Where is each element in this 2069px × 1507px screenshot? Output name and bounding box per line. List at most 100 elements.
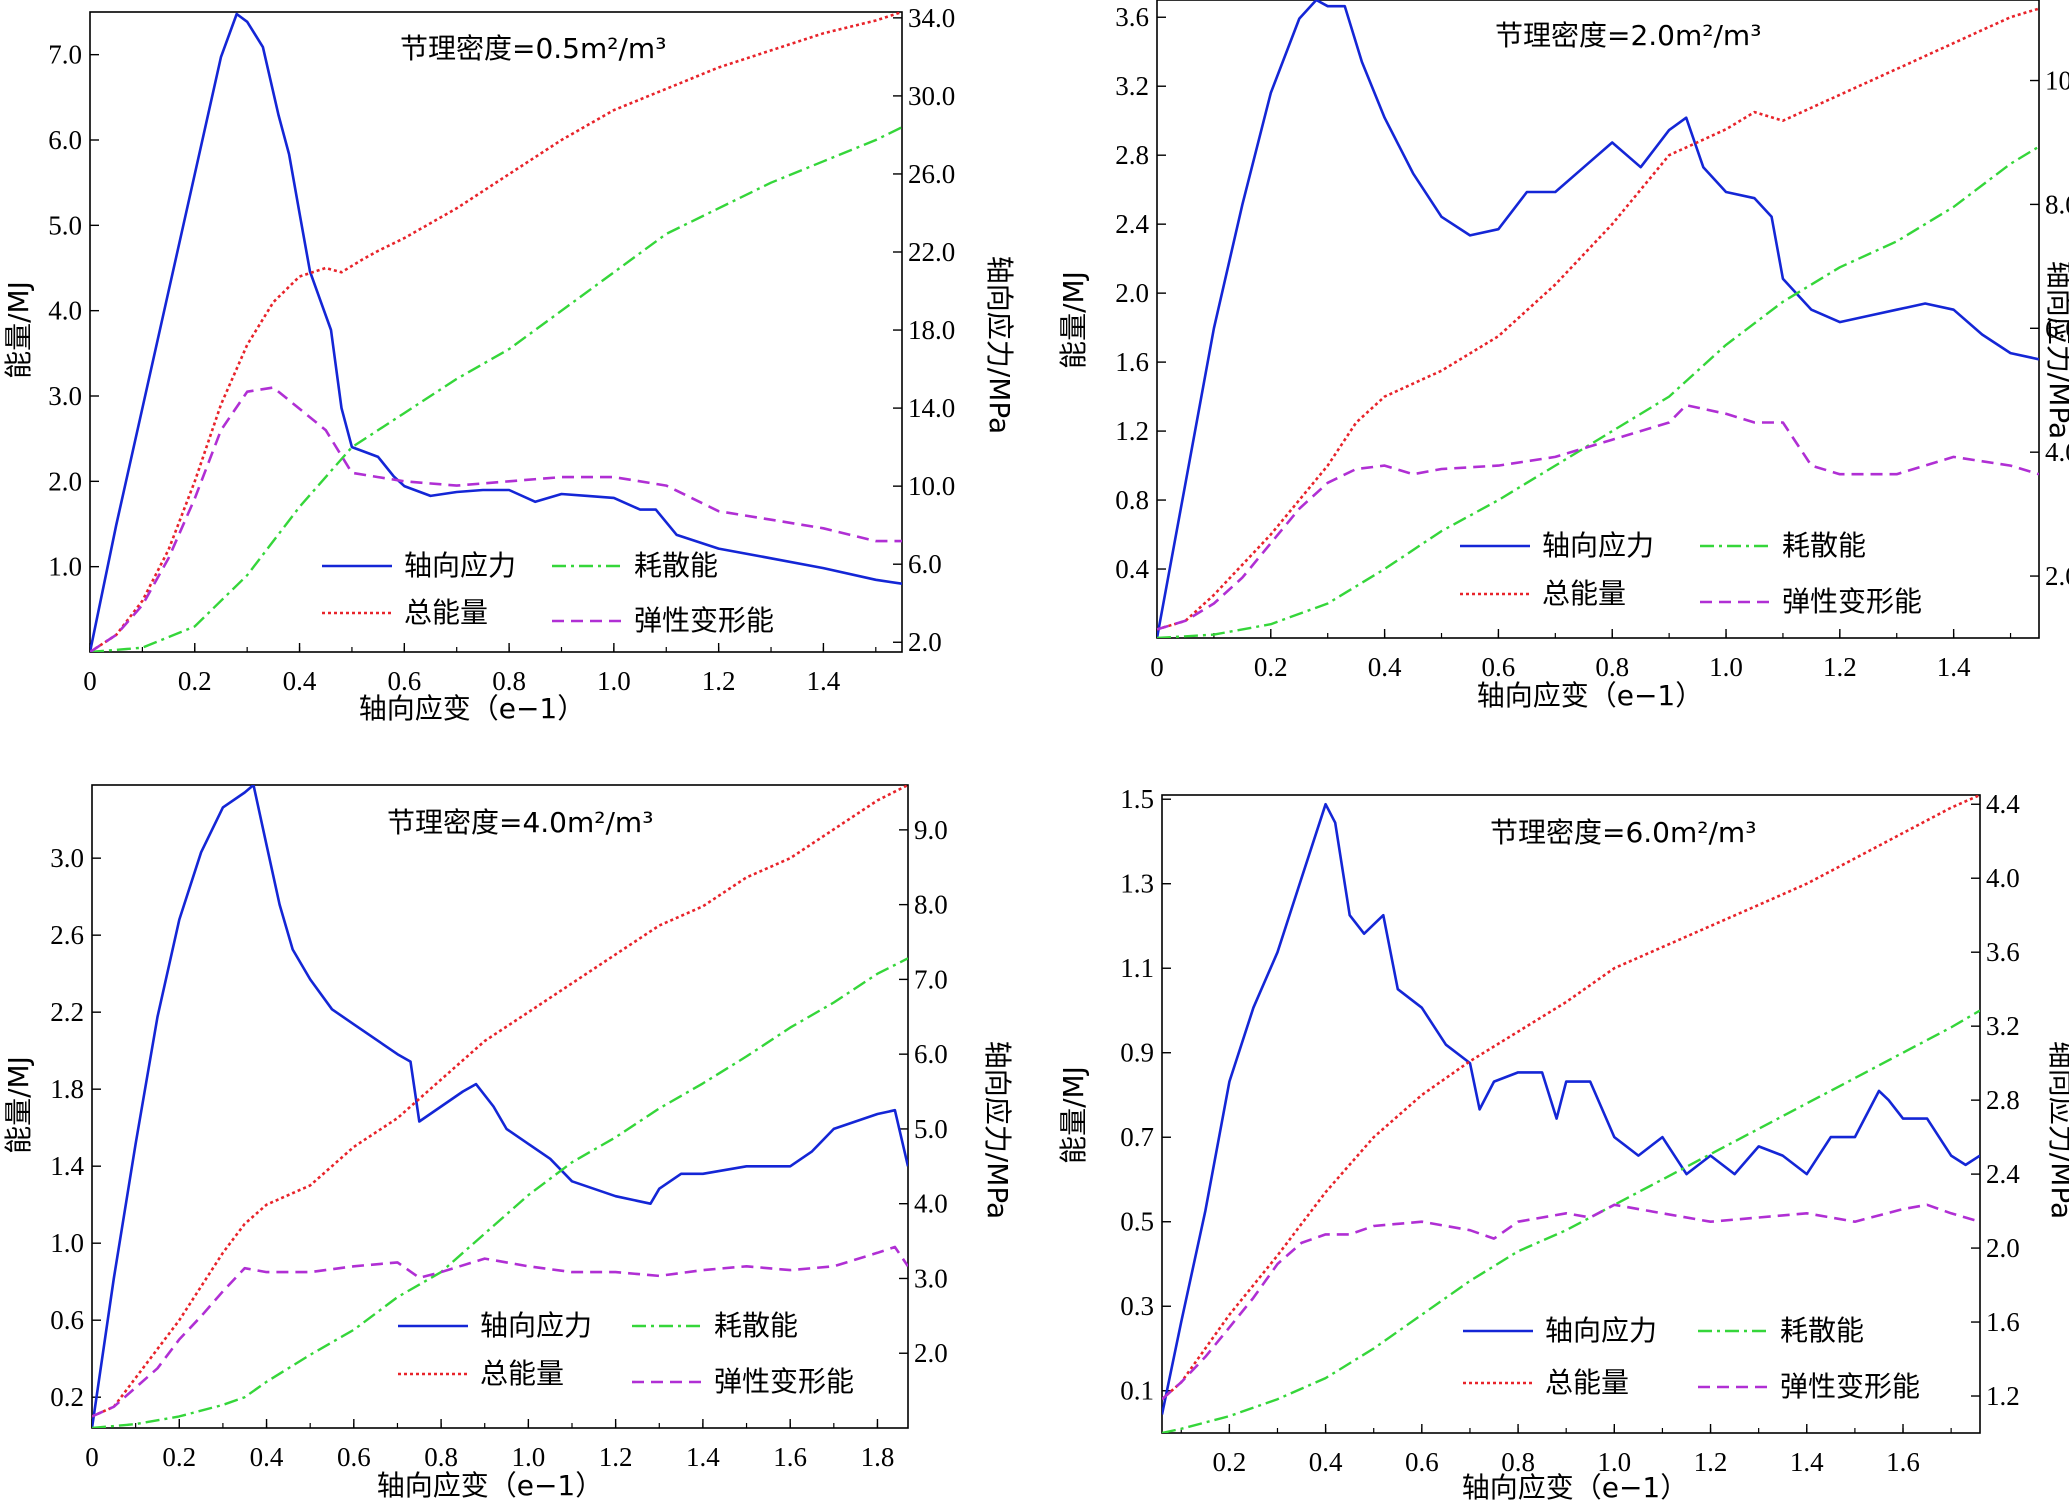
series-line-elastic <box>1157 403 2039 631</box>
chart-title: 节理密度=4.0m²/m³ <box>387 806 653 839</box>
x-tick-label: 1.4 <box>807 666 841 696</box>
legend-item-elastic-energy: 弹性变形能 <box>1698 1370 1920 1403</box>
x-tick-label: 1.0 <box>511 1442 545 1472</box>
x-tick-label: 1.6 <box>1886 1447 1920 1477</box>
plot-frame <box>1161 794 1981 1434</box>
x-tick-label: 0 <box>85 1442 99 1472</box>
y-left-tick-label: 0.3 <box>1120 1291 1154 1321</box>
y-left-tick-label: 1.1 <box>1120 953 1154 983</box>
legend-label: 耗散能 <box>634 549 718 582</box>
x-tick-label: 0.4 <box>1368 652 1402 682</box>
y-right-tick-label: 4.0 <box>914 1189 948 1219</box>
y-left-tick-label: 0.7 <box>1120 1122 1154 1152</box>
y-right-axis-label: 轴向应力/MPa <box>2045 1041 2069 1219</box>
y-left-tick-label: 1.4 <box>50 1151 84 1181</box>
x-tick-label: 0.8 <box>492 666 526 696</box>
y-right-axis-label: 轴向应力/MPa <box>981 1041 1014 1219</box>
y-left-tick-label: 0.4 <box>1115 554 1149 584</box>
y-left-tick-label: 1.8 <box>50 1074 84 1104</box>
series-line-stress <box>1157 0 2039 638</box>
y-right-tick-label: 26.0 <box>908 159 955 189</box>
y-right-tick-label: 2.0 <box>914 1338 948 1368</box>
series-line-stress <box>92 785 908 1428</box>
legend-item-elastic-energy: 弹性变形能 <box>552 604 774 637</box>
chart-title: 节理密度=0.5m²/m³ <box>400 32 666 65</box>
y-left-tick-label: 1.5 <box>1120 784 1154 814</box>
legend-item-elastic-energy: 弹性变形能 <box>1700 585 1922 618</box>
y-left-tick-label: 0.9 <box>1120 1038 1154 1068</box>
plot-frame <box>91 784 909 1429</box>
y-right-tick-label: 7.0 <box>914 964 948 994</box>
series-line-dissipated <box>1162 1009 1980 1433</box>
legend-label: 轴向应力 <box>404 549 516 582</box>
y-right-tick-label: 3.0 <box>914 1263 948 1293</box>
y-left-tick-label: 6.0 <box>48 125 82 155</box>
y-right-tick-label: 3.6 <box>1986 937 2020 967</box>
y-left-tick-label: 2.6 <box>50 920 84 950</box>
legend-item-total-energy: 总能量 <box>322 596 488 629</box>
y-left-tick-label: 2.8 <box>1115 140 1149 170</box>
y-left-tick-label: 1.2 <box>1115 416 1149 446</box>
y-left-axis-label: 能量/MJ <box>1057 1066 1090 1164</box>
y-left-tick-label: 2.0 <box>1115 278 1149 308</box>
y-right-tick-label: 14.0 <box>908 393 955 423</box>
x-tick-label: 1.0 <box>1709 652 1743 682</box>
y-left-tick-label: 3.6 <box>1115 2 1149 32</box>
x-tick-label: 1.0 <box>597 666 631 696</box>
y-left-tick-label: 0.2 <box>50 1382 84 1412</box>
y-right-tick-label: 6.0 <box>2045 313 2069 343</box>
x-tick-label: 0.2 <box>162 1442 196 1472</box>
y-right-tick-label: 10.0 <box>2045 66 2069 96</box>
y-left-tick-label: 0.8 <box>1115 485 1149 515</box>
legend-item-dissipated-energy: 耗散能 <box>1698 1314 1864 1347</box>
y-right-tick-label: 9.0 <box>914 815 948 845</box>
y-right-tick-label: 18.0 <box>908 315 955 345</box>
y-left-tick-label: 1.0 <box>50 1228 84 1258</box>
legend-label: 弹性变形能 <box>634 604 774 637</box>
y-left-tick-label: 3.0 <box>48 381 82 411</box>
series-line-elastic <box>1162 1203 1980 1401</box>
x-tick-label: 1.6 <box>773 1442 807 1472</box>
x-tick-label: 0.6 <box>387 666 421 696</box>
legend-label: 耗散能 <box>1780 1314 1864 1347</box>
y-left-axis-label: 能量/MJ <box>2 281 35 379</box>
x-tick-label: 0.8 <box>1595 652 1629 682</box>
y-left-tick-label: 3.2 <box>1115 71 1149 101</box>
y-right-tick-label: 22.0 <box>908 237 955 267</box>
x-tick-label: 1.4 <box>1937 652 1971 682</box>
y-left-tick-label: 7.0 <box>48 40 82 70</box>
x-tick-label: 0.2 <box>178 666 212 696</box>
chart-title: 节理密度=2.0m²/m³ <box>1495 19 1761 52</box>
y-right-tick-label: 8.0 <box>914 890 948 920</box>
y-left-tick-label: 0.6 <box>50 1305 84 1335</box>
x-tick-label: 0 <box>83 666 97 696</box>
legend-item-stress: 轴向应力 <box>1463 1314 1657 1347</box>
y-right-tick-label: 6.0 <box>908 549 942 579</box>
legend-item-stress: 轴向应力 <box>322 549 516 582</box>
x-tick-label: 1.0 <box>1597 1447 1631 1477</box>
legend-label: 耗散能 <box>1782 529 1866 562</box>
y-right-tick-label: 5.0 <box>914 1114 948 1144</box>
legend-label: 总能量 <box>1545 1366 1629 1399</box>
chart-panel-2: 0 0.2 0.4 0.6 0.8 1.0 1.2 1.4 0.4 0.8 1.2 1.6 2.0 2.4… <box>1057 0 2069 712</box>
x-tick-label: 0.6 <box>1482 652 1516 682</box>
series-line-total <box>92 785 908 1418</box>
y-right-tick-label: 1.6 <box>1986 1307 2020 1337</box>
x-tick-label: 0.2 <box>1212 1447 1246 1477</box>
x-tick-label: 1.4 <box>686 1442 720 1472</box>
x-tick-label: 0.8 <box>1501 1447 1535 1477</box>
y-left-tick-label: 1.6 <box>1115 347 1149 377</box>
legend-item-stress: 轴向应力 <box>1460 529 1654 562</box>
y-right-tick-label: 30.0 <box>908 81 955 111</box>
y-right-tick-label: 8.0 <box>2045 189 2069 219</box>
chart-panel-3: 0 0.2 0.4 0.6 0.8 1.0 1.2 1.4 1.6 1.80.20.61.01.4… <box>2 784 1014 1502</box>
x-tick-label: 0.4 <box>283 666 317 696</box>
legend-item-elastic-energy: 弹性变形能 <box>632 1365 854 1398</box>
legend-label: 轴向应力 <box>1542 529 1654 562</box>
y-left-axis-label: 能量/MJ <box>1057 271 1090 369</box>
y-left-tick-label: 2.2 <box>50 997 84 1027</box>
x-tick-label: 1.2 <box>1823 652 1857 682</box>
x-axis-label: 轴向应变（e−1） <box>359 692 586 725</box>
y-right-tick-label: 4.4 <box>1986 789 2020 819</box>
